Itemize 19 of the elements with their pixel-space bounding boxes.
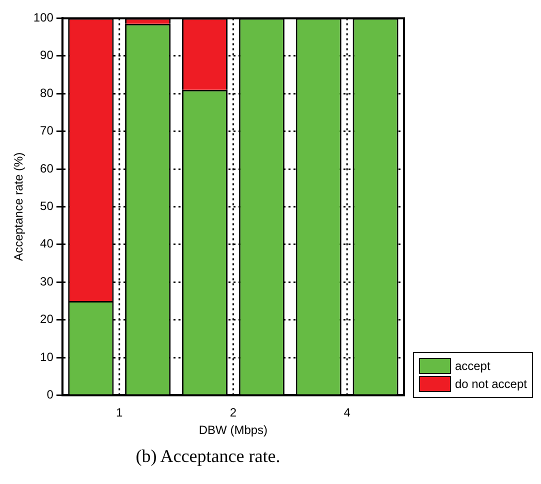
text: (b) Acceptance rate. xyxy=(134,446,282,467)
y-tick-label: 10 xyxy=(40,350,54,364)
y-tick-label: 70 xyxy=(40,124,54,138)
x-tick-label: 2 xyxy=(230,406,237,420)
x-tick-label: 4 xyxy=(344,406,351,420)
y-tick-label: 40 xyxy=(40,236,54,251)
text: accept xyxy=(454,359,490,373)
y-tick-label: 20 xyxy=(40,312,54,326)
x-tick-label: 1 xyxy=(116,406,124,420)
legend-label: do not accept xyxy=(454,377,527,391)
y-tick-label: 80 xyxy=(40,86,54,100)
x-axis-title: DBW (Mbps) xyxy=(198,423,268,438)
y-tick-label: 50 xyxy=(40,199,54,214)
y-axis-title: Acceptance rate (%) xyxy=(12,152,26,262)
y-tick-label: 30 xyxy=(40,274,54,288)
y-tick-label: 90 xyxy=(40,48,54,62)
y-tick-label: 0 xyxy=(46,388,54,402)
y-tick-label: 100 xyxy=(33,10,54,25)
y-tick-label: 60 xyxy=(40,161,54,176)
